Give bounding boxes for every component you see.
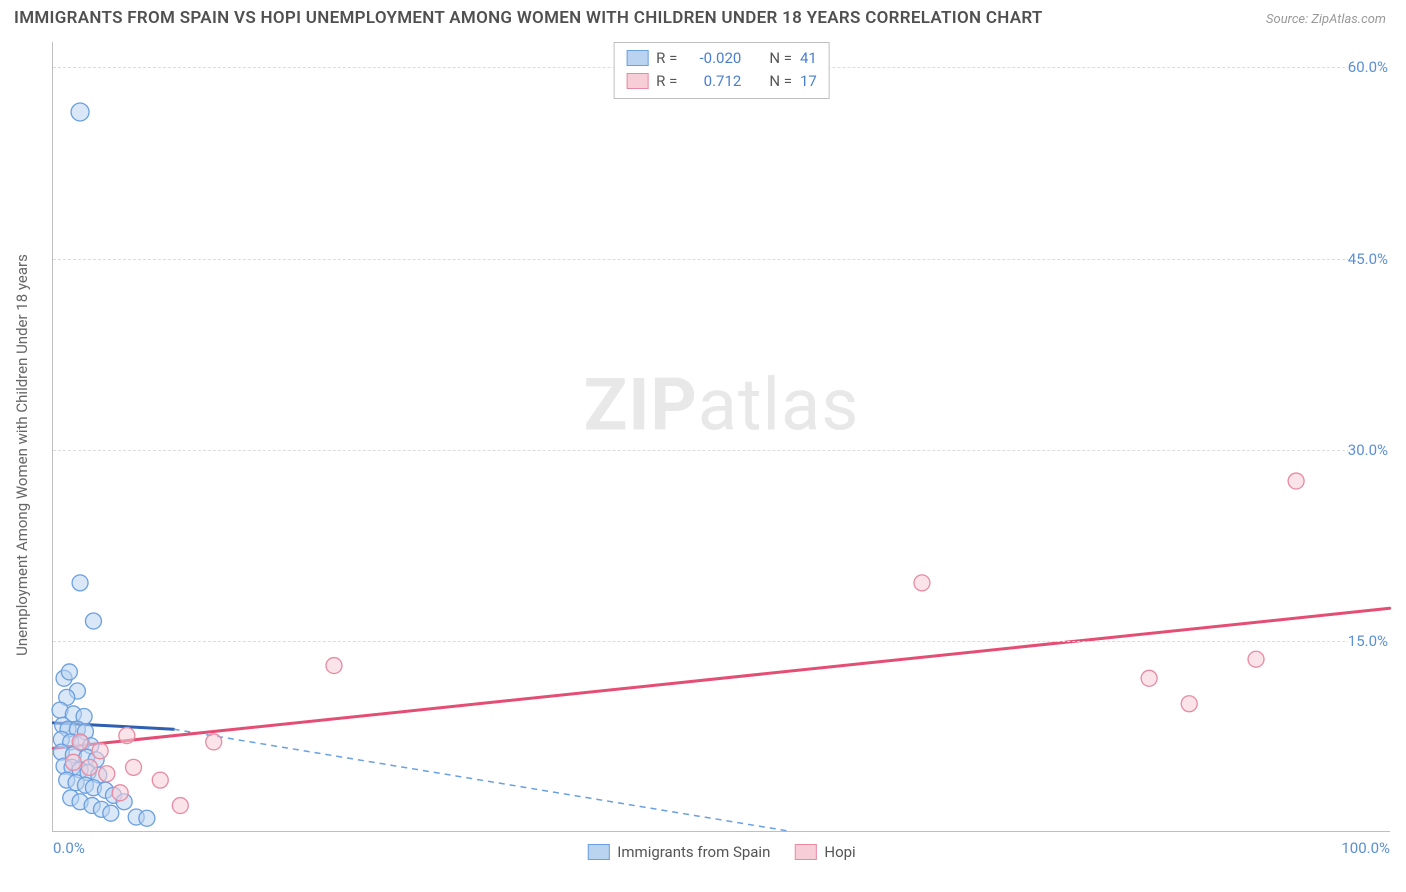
data-point [1248, 651, 1264, 667]
legend-swatch [587, 844, 609, 860]
plot-svg [53, 42, 1390, 831]
data-point [85, 613, 101, 629]
y-tick-label: 15.0% [1348, 632, 1392, 650]
data-point [172, 798, 188, 814]
data-point [72, 575, 88, 591]
series-legend: Immigrants from Spain Hopi [587, 843, 855, 861]
data-point [1141, 670, 1157, 686]
y-tick-label: 30.0% [1348, 441, 1392, 459]
legend-swatch [626, 73, 648, 89]
legend-row: R = -0.020 N = 41 [626, 47, 817, 70]
data-point [119, 728, 135, 744]
legend-r-label: R = [656, 47, 677, 70]
x-tick-label: 0.0% [53, 839, 85, 857]
data-point [1288, 473, 1304, 489]
legend-r-value: 0.712 [685, 70, 741, 93]
data-point [914, 575, 930, 591]
chart-title: IMMIGRANTS FROM SPAIN VS HOPI UNEMPLOYME… [14, 8, 1043, 28]
data-point [81, 759, 97, 775]
data-point [72, 734, 88, 750]
data-point [206, 734, 222, 750]
data-point [152, 772, 168, 788]
legend-n-label: N = [769, 47, 792, 70]
y-axis-title: Unemployment Among Women with Children U… [13, 254, 31, 656]
series-legend-item: Hopi [794, 843, 855, 861]
data-point [112, 785, 128, 801]
source-attribution: Source: ZipAtlas.com [1266, 12, 1386, 27]
data-point [126, 759, 142, 775]
legend-row: R = 0.712 N = 17 [626, 70, 817, 93]
data-point [1181, 696, 1197, 712]
x-tick-label: 100.0% [1341, 839, 1390, 857]
legend-n-value: 17 [800, 70, 817, 93]
legend-swatch [794, 844, 816, 860]
data-point [92, 743, 108, 759]
grid-line [53, 450, 1390, 451]
correlation-chart: IMMIGRANTS FROM SPAIN VS HOPI UNEMPLOYME… [0, 0, 1406, 892]
data-point [65, 754, 81, 770]
legend-r-value: -0.020 [685, 47, 741, 70]
grid-line [53, 259, 1390, 260]
data-point [326, 658, 342, 674]
plot-area: ZIPatlas R =-0.020N =41R =0.712N =17 Imm… [52, 42, 1390, 832]
data-point [99, 766, 115, 782]
y-tick-label: 45.0% [1348, 250, 1392, 268]
series-legend-item: Immigrants from Spain [587, 843, 770, 861]
data-point [61, 664, 77, 680]
y-tick-label: 60.0% [1348, 58, 1392, 76]
trend-line [53, 608, 1389, 748]
trend-line-dashed [174, 729, 789, 831]
series-legend-label: Hopi [824, 843, 855, 861]
legend-swatch [626, 50, 648, 66]
grid-line [53, 641, 1390, 642]
correlation-legend: R = -0.020 N = 41 R = 0.712 N = 17 [613, 42, 830, 99]
legend-n-label: N = [769, 70, 792, 93]
data-point [71, 103, 89, 121]
data-point [139, 810, 155, 826]
legend-r-label: R = [656, 70, 677, 93]
data-point [103, 805, 119, 821]
legend-n-value: 41 [800, 47, 817, 70]
series-legend-label: Immigrants from Spain [617, 843, 770, 861]
